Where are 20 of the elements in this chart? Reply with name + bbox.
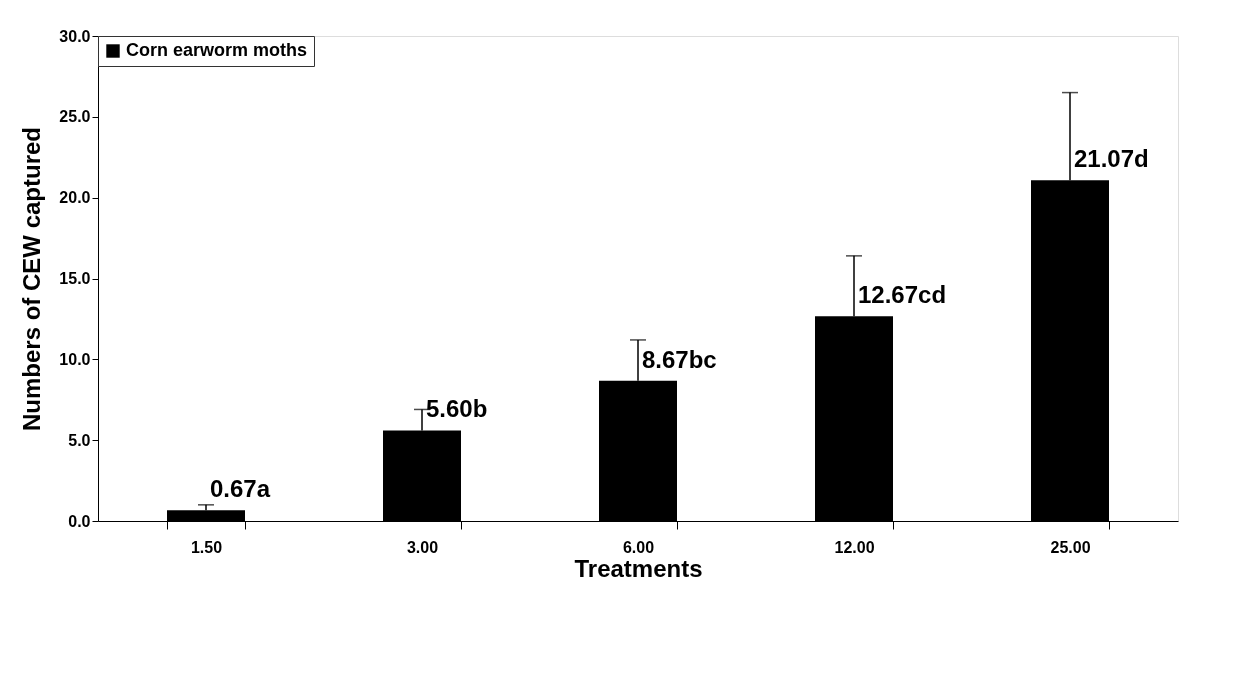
- x-tick-label: 1.50: [190, 538, 223, 556]
- y-tick-label: 15.0: [59, 270, 91, 287]
- y-tick-label: 10.0: [59, 350, 91, 368]
- data-label: 0.67a: [210, 475, 271, 503]
- x-tick-label: 3.00: [406, 538, 439, 556]
- data-label: 5.60b: [426, 395, 488, 423]
- data-label: 12.67cd: [858, 281, 947, 309]
- y-tick-label: 0.0: [68, 512, 91, 530]
- y-tick-label: 20.0: [59, 189, 91, 207]
- x-axis-title: Treatments: [574, 554, 703, 582]
- data-label: 8.67bc: [642, 345, 717, 373]
- y-tick-label: 25.0: [59, 108, 91, 126]
- y-tick-label: 5.0: [68, 431, 91, 449]
- x-tick-label: 12.00: [834, 538, 875, 556]
- x-tick-label: 6.00: [622, 538, 655, 556]
- y-tick-label: 30.0: [59, 27, 91, 45]
- y-axis-title: Numbers of CEW captured: [18, 126, 46, 432]
- x-tick-label: 25.00: [1050, 538, 1091, 556]
- legend-label: Corn earworm moths: [126, 40, 308, 60]
- data-label: 21.07d: [1074, 145, 1149, 173]
